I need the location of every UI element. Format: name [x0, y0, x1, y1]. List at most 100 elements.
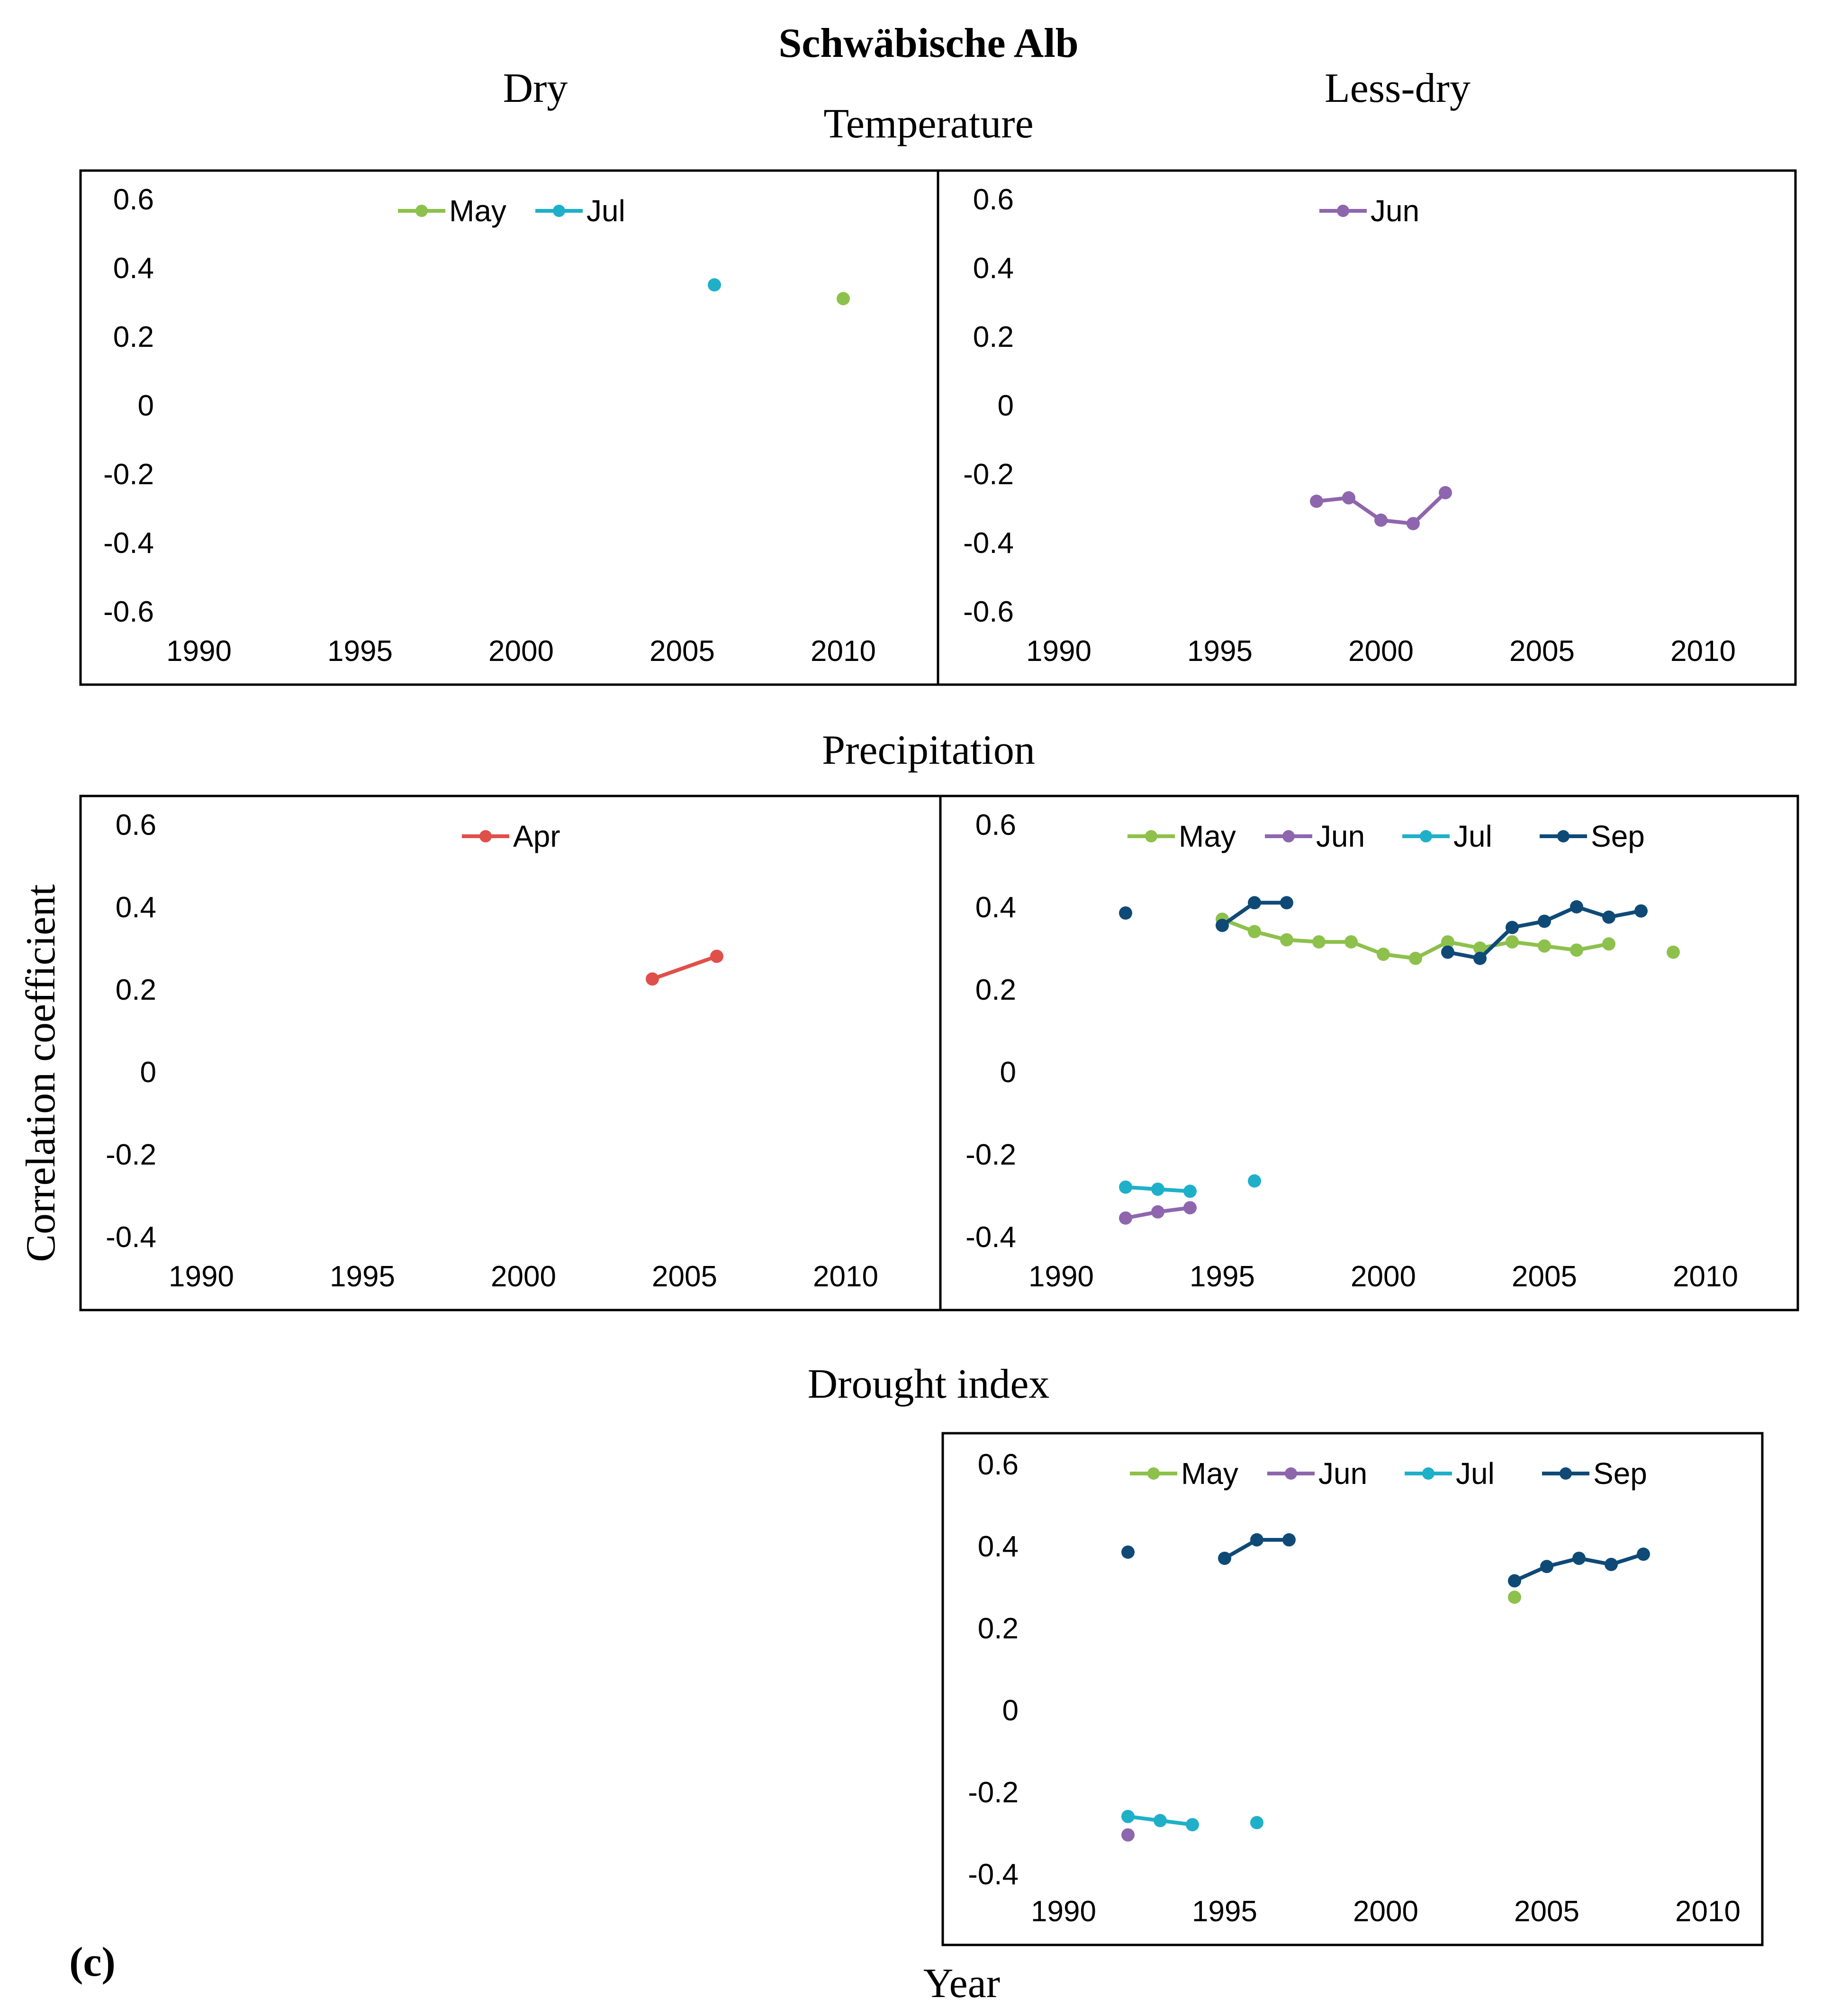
x-tick-label: 2010: [1673, 1260, 1738, 1293]
data-point-jul: [1119, 1180, 1132, 1194]
x-tick-label: 2010: [811, 635, 876, 668]
x-tick-label: 2010: [813, 1260, 878, 1293]
data-point-may: [1602, 937, 1615, 951]
data-point-jun: [1183, 1201, 1197, 1215]
data-point-sep: [1280, 896, 1293, 910]
data-point-sep: [1637, 1547, 1650, 1561]
y-tick-label: 0: [998, 389, 1014, 422]
data-point-jun: [1342, 491, 1355, 505]
data-point-may: [1312, 935, 1326, 949]
data-point-sep: [1570, 900, 1583, 913]
series-line-apr: [651, 954, 718, 981]
data-point-jun: [1407, 517, 1420, 531]
legend-marker: [1147, 1467, 1160, 1480]
data-point-jun: [1121, 1828, 1135, 1842]
x-tick-label: 1995: [1187, 635, 1253, 668]
y-tick-label: 0.2: [973, 321, 1014, 353]
data-point-may: [1508, 1591, 1521, 1604]
y-tick-label: 0.2: [975, 974, 1016, 1006]
y-tick-label: -0.4: [965, 1221, 1016, 1254]
x-tick-label: 1995: [1190, 1260, 1255, 1293]
data-point-may: [1441, 935, 1454, 949]
row-title-precipitation: Precipitation: [822, 727, 1035, 773]
x-tick-label: 2000: [1351, 1260, 1416, 1293]
data-point-sep: [1572, 1551, 1586, 1565]
y-tick-label: -0.2: [106, 1139, 156, 1171]
legend-marker: [553, 205, 565, 217]
data-point-sep: [1248, 896, 1261, 910]
panel-precipitation-less-dry: 0.6 0.4 0.2 0 -0.2 -0.4 1990 1995 2000 2005 2010 Ma…: [939, 795, 1799, 1311]
plot-frame: [79, 169, 939, 686]
panel-temperature-dry: 0.6 0.4 0.2 0 -0.2 -0.4 -0.6 1990 1995 2000 2005 20…: [79, 169, 939, 686]
y-axis-label: Correlation coefficient: [18, 884, 64, 1262]
y-tick-label: 0.6: [975, 809, 1016, 841]
y-tick-label: -0.4: [968, 1858, 1019, 1891]
data-point-jun: [1119, 1211, 1132, 1225]
legend-marker: [415, 205, 428, 217]
legend-label: May: [1179, 819, 1236, 853]
data-point-may: [1667, 945, 1680, 959]
x-tick-label: 1995: [330, 1260, 395, 1293]
legend-marker: [1422, 1467, 1434, 1480]
legend-label: Jun: [1318, 1456, 1367, 1491]
data-point-sep: [1250, 1533, 1263, 1547]
data-point-sep: [1218, 1551, 1231, 1565]
data-point-may: [1409, 951, 1422, 965]
data-point-jul: [1250, 1816, 1263, 1829]
y-tick-label: -0.4: [963, 527, 1014, 560]
y-tick-label: -0.6: [963, 596, 1014, 628]
legend-marker: [1145, 830, 1157, 842]
data-point-may: [1570, 943, 1583, 957]
y-tick-label: 0.6: [116, 809, 156, 841]
y-tick-label: 0.4: [975, 891, 1016, 924]
y-tick-label: 0.4: [113, 252, 154, 285]
legend-marker: [1282, 830, 1295, 842]
panel-label: (c): [69, 1939, 116, 1985]
data-point-apr: [710, 949, 723, 963]
data-point-may: [1473, 941, 1487, 955]
data-point-jul: [1183, 1184, 1197, 1198]
row-title-drought-index: Drought index: [808, 1361, 1050, 1407]
y-tick-label: 0: [140, 1056, 156, 1089]
plot-frame: [937, 169, 1797, 686]
data-point-may: [1538, 939, 1551, 953]
legend-marker: [1337, 205, 1349, 217]
data-point-apr: [646, 972, 659, 986]
x-tick-label: 1990: [1028, 1260, 1094, 1293]
y-tick-label: 0.4: [973, 252, 1014, 285]
plot-frame: [941, 1432, 1764, 1946]
data-point-jul: [1121, 1809, 1135, 1823]
legend-label: May: [1181, 1456, 1238, 1491]
legend-label: Sep: [1593, 1456, 1647, 1491]
x-tick-label: 1995: [327, 635, 393, 668]
data-point-jun: [1310, 495, 1323, 508]
data-point-sep: [1119, 906, 1132, 920]
x-tick-label: 1990: [1026, 635, 1091, 668]
data-point-may: [1280, 933, 1293, 947]
data-point-jul: [1151, 1182, 1164, 1196]
panel-temperature-less-dry: 0.6 0.4 0.2 0 -0.2 -0.4 -0.6 1990 1995 2000 2005 20…: [937, 169, 1797, 686]
column-label-dry: Dry: [503, 65, 568, 111]
figure-title: Schwäbische Alb: [778, 20, 1078, 66]
data-point-jun: [1439, 486, 1452, 499]
legend-marker: [1285, 1467, 1297, 1480]
panel-drought-index-less-dry: 0.6 0.4 0.2 0 -0.2 -0.4 1990 1995 2000 2005 2010 Ma…: [941, 1432, 1764, 1946]
legend-marker: [1420, 830, 1432, 842]
legend-label: Jun: [1371, 194, 1419, 228]
data-point-may: [1377, 948, 1390, 961]
y-tick-label: 0.4: [116, 891, 156, 924]
data-point-sep: [1441, 945, 1454, 959]
plot-frame: [939, 795, 1799, 1311]
x-tick-label: 1990: [1031, 1895, 1096, 1928]
y-tick-label: 0.6: [113, 183, 154, 216]
data-point-sep: [1605, 1557, 1618, 1571]
y-tick-label: 0.2: [116, 974, 156, 1006]
y-tick-label: 0.4: [978, 1530, 1019, 1563]
data-point-may: [1248, 925, 1261, 939]
data-point-sep: [1538, 914, 1551, 928]
data-point-sep: [1540, 1560, 1553, 1573]
x-tick-label: 2000: [1348, 635, 1414, 668]
legend-marker: [479, 830, 492, 842]
y-tick-label: 0: [1000, 1056, 1016, 1089]
